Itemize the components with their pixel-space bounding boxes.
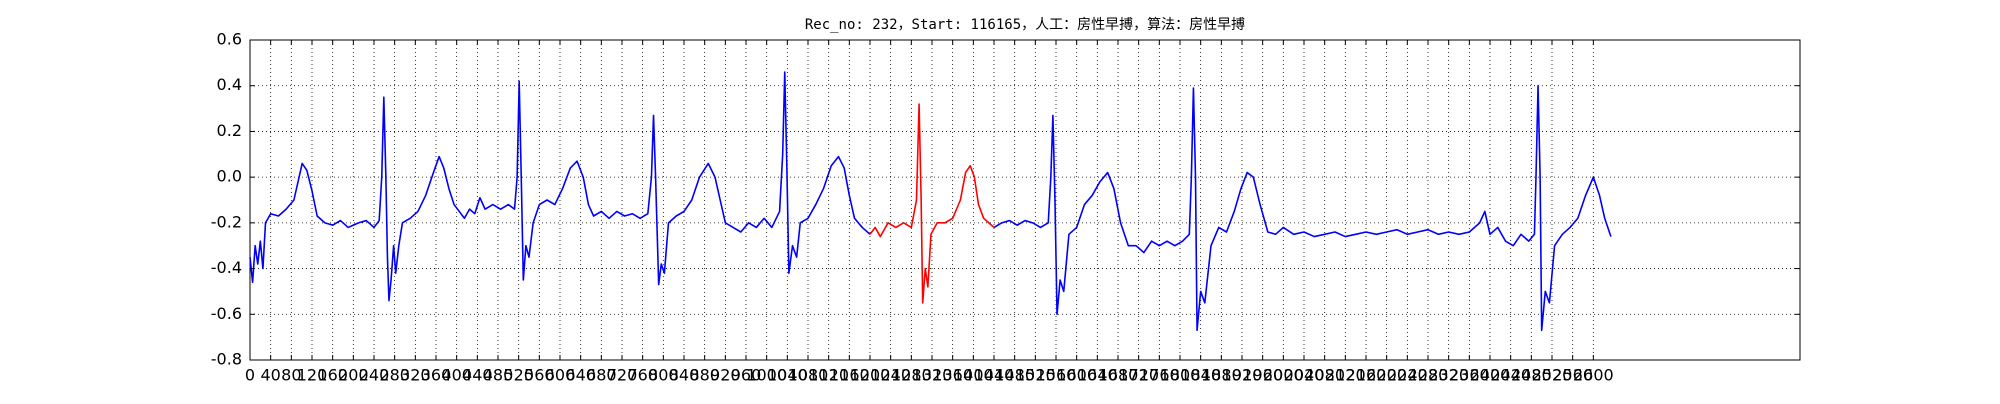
x-tick-label: 1400 — [953, 366, 994, 385]
y-tick-label: 0.2 — [217, 121, 242, 140]
x-tick-label: 720 — [607, 366, 638, 385]
x-tick-label: 640 — [565, 366, 596, 385]
x-tick-label: 2600 — [1573, 366, 1614, 385]
x-tick-label: 920 — [710, 366, 741, 385]
x-tick-label: 320 — [400, 366, 431, 385]
y-tick-label: -0.2 — [211, 212, 242, 231]
x-tick-label: 360 — [421, 366, 452, 385]
x-tick-label: 2280 — [1408, 366, 1449, 385]
x-tick-label: 1080 — [788, 366, 829, 385]
x-tick-label: 0 — [245, 366, 255, 385]
x-tick-label: 880 — [689, 366, 720, 385]
x-tick-label: 1680 — [1098, 366, 1139, 385]
x-tick-label: 1000 — [746, 366, 787, 385]
y-tick-label: 0.6 — [217, 30, 242, 49]
x-tick-label: 1240 — [870, 366, 911, 385]
x-tick-label: 1640 — [1077, 366, 1118, 385]
x-tick-label: 120 — [297, 366, 328, 385]
ecg-line — [869, 103, 995, 304]
y-tick-label: -0.8 — [211, 350, 242, 369]
y-tick-label: 0.0 — [217, 167, 242, 186]
x-tick-label: 2160 — [1346, 366, 1387, 385]
x-tick-label: 600 — [545, 366, 576, 385]
x-tick-label: 1440 — [974, 366, 1015, 385]
x-tick-label: 2200 — [1366, 366, 1407, 385]
chart-title: Rec_no: 232，Start: 116165，人工：房性早搏，算法：房性早… — [805, 16, 1245, 33]
x-tick-label: 1760 — [1139, 366, 1180, 385]
x-tick-label: 1360 — [932, 366, 973, 385]
x-tick-label: 2240 — [1387, 366, 1428, 385]
x-tick-label: 200 — [338, 366, 369, 385]
x-tick-label: 960 — [731, 366, 762, 385]
y-tick-label: 0.4 — [217, 75, 242, 94]
x-tick-label: 760 — [627, 366, 658, 385]
x-tick-label: 840 — [669, 366, 700, 385]
x-tick-label: 2080 — [1304, 366, 1345, 385]
x-tick-label: 2560 — [1552, 366, 1593, 385]
x-tick-label: 1040 — [767, 366, 808, 385]
x-tick-label: 1560 — [1036, 366, 1077, 385]
x-tick-label: 280 — [379, 366, 410, 385]
ecg-line — [249, 71, 1612, 332]
x-tick-label: 680 — [586, 366, 617, 385]
x-tick-label: 1960 — [1242, 366, 1283, 385]
x-tick-label: 2000 — [1263, 366, 1304, 385]
x-tick-label: 80 — [281, 366, 301, 385]
x-tick-label: 1880 — [1201, 366, 1242, 385]
x-tick-label: 1800 — [1160, 366, 1201, 385]
x-tick-label: 400 — [441, 366, 472, 385]
x-tick-label: 1480 — [994, 366, 1035, 385]
x-tick-label: 1320 — [912, 366, 953, 385]
y-tick-label: -0.6 — [211, 304, 242, 323]
x-tick-label: 440 — [462, 366, 493, 385]
y-tick-label: -0.4 — [211, 258, 242, 277]
x-tick-label: 1520 — [1015, 366, 1056, 385]
x-tick-label: 2360 — [1449, 366, 1490, 385]
plot-frame — [249, 39, 1801, 361]
x-tick-label: 2120 — [1325, 366, 1366, 385]
x-tick-label: 2320 — [1428, 366, 1469, 385]
x-tick-label: 40 — [260, 366, 280, 385]
x-tick-label: 2400 — [1470, 366, 1511, 385]
x-tick-label: 1840 — [1180, 366, 1221, 385]
x-tick-label: 2480 — [1511, 366, 1552, 385]
x-tick-label: 240 — [359, 366, 390, 385]
x-tick-label: 1200 — [850, 366, 891, 385]
x-tick-label: 480 — [483, 366, 514, 385]
x-tick-label: 1920 — [1222, 366, 1263, 385]
x-tick-label: 520 — [503, 366, 534, 385]
x-tick-label: 800 — [648, 366, 679, 385]
x-tick-label: 160 — [317, 366, 348, 385]
x-tick-label: 1720 — [1118, 366, 1159, 385]
x-tick-label: 1600 — [1056, 366, 1097, 385]
x-tick-label: 1280 — [891, 366, 932, 385]
x-tick-label: 2040 — [1284, 366, 1325, 385]
x-tick-label: 1160 — [829, 366, 870, 385]
x-tick-label: 1120 — [808, 366, 849, 385]
x-tick-label: 2520 — [1532, 366, 1573, 385]
x-tick-label: 2440 — [1490, 366, 1531, 385]
x-tick-label: 560 — [524, 366, 555, 385]
